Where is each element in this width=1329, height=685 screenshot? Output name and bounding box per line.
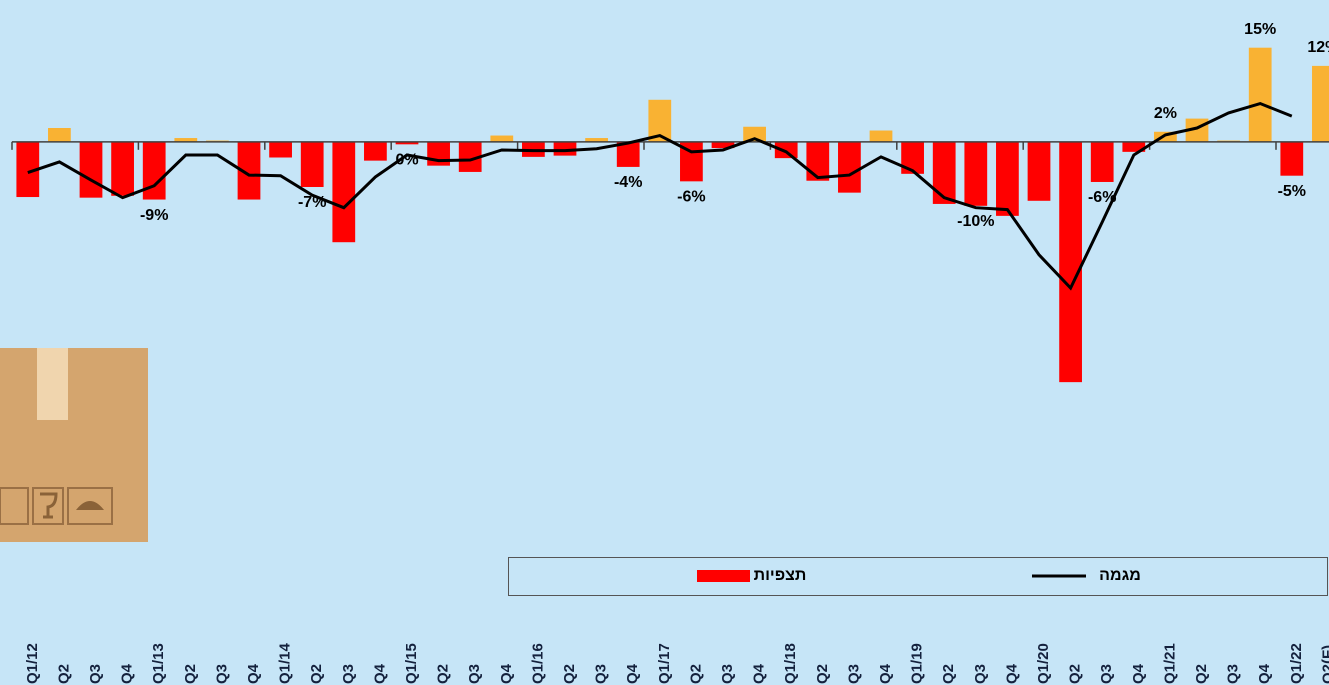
x-tick-label: Q1/17 [656,643,673,684]
x-tick-label: Q3 [87,664,104,684]
bar [806,142,829,181]
x-tick-label: Q3 [466,664,483,684]
value-label: -6% [1088,189,1116,206]
value-label: -4% [614,174,642,191]
bar [1028,142,1051,201]
x-tick-label: Q3 [1225,664,1242,684]
x-tick-label: Q4 [624,663,641,684]
x-tick-label: Q4 [119,663,136,684]
x-tick-label: Q2 [1067,664,1084,684]
chart: -9% -7% 0% -4% -6% -10% -6% 2% 15% -5% 12% Q1/12 Q2 Q… [0,0,1329,685]
x-tick-label: Q1/13 [150,643,167,684]
x-tick-label: Q4 [877,663,894,684]
value-label: 12% [1307,39,1329,56]
x-tick-label: Q4 [1003,663,1020,684]
bar [301,142,324,187]
x-tick-label: Q1/18 [782,643,799,684]
value-label: -10% [957,213,994,230]
bar [901,142,924,174]
value-label: 0% [395,152,418,169]
legend-label: תצפיות [754,567,807,584]
bar [1249,48,1272,142]
x-tick-label: Q3 [340,664,357,684]
x-tick-label: Q1/20 [1035,643,1052,684]
bar [1312,66,1329,142]
x-tick-label: Q1/22 [1288,643,1305,684]
x-tick-label: Q2 [561,664,578,684]
x-tick-label: Q1/12 [24,643,41,684]
x-tick-label: Q2 [687,664,704,684]
x-tick-label: Q2 [435,664,452,684]
bar [964,142,987,206]
x-tick-label: Q3 [593,664,610,684]
x-tick-label: Q2 [814,664,831,684]
x-tick-label: Q2 [1193,664,1210,684]
x-tick-label: Q1/14 [277,642,294,684]
x-tick-label: Q3 [213,664,230,684]
value-label: 15% [1244,21,1276,38]
legend-swatch [697,570,750,582]
x-tick-label: Q4 [371,663,388,684]
x-tick-label: Q2 [940,664,957,684]
x-tick-label: Q1/21 [1161,643,1178,684]
x-tick-label: Q2 [308,664,325,684]
box-image [0,348,148,542]
x-tick-label: Q3 [1098,664,1115,684]
x-tick-label: Q4 [1130,663,1147,684]
x-tick-label: Q4 [498,663,515,684]
bar [1059,142,1082,382]
bar [1091,142,1114,182]
x-tick-label: Q1/15 [403,643,420,684]
bar [1280,142,1303,176]
x-tick-label: Q4 [1256,663,1273,684]
x-tick-label: Q3 [972,664,989,684]
x-tick-label: Q2 [55,664,72,684]
value-label: 2% [1154,105,1177,122]
x-tick-label: Q2 [182,664,199,684]
value-label: -6% [677,189,705,206]
bar [269,142,292,158]
bar [364,142,387,161]
x-tick-label: Q1/19 [909,643,926,684]
value-label: -9% [140,207,168,224]
bar [80,142,103,198]
x-tick-label: Q4 [245,663,262,684]
x-tick-label: Q3 [845,664,862,684]
bar [332,142,355,242]
bar [48,128,71,142]
bar [111,142,134,196]
legend-label: מגמה [1099,567,1141,584]
bar [870,131,893,142]
legend-box [509,558,1328,596]
x-tick-label: Q1/16 [529,643,546,684]
bar [143,142,166,200]
bar [490,136,513,142]
x-tick-label: Q2(F) [1319,645,1329,684]
bar [838,142,861,193]
bar [933,142,956,204]
value-label: -5% [1278,183,1306,200]
value-label: -7% [298,194,326,211]
x-tick-label: Q4 [751,663,768,684]
x-tick-label: Q3 [719,664,736,684]
bar [996,142,1019,216]
page: {"chart_data": {"type": "bar-line", "cat… [0,0,1329,685]
